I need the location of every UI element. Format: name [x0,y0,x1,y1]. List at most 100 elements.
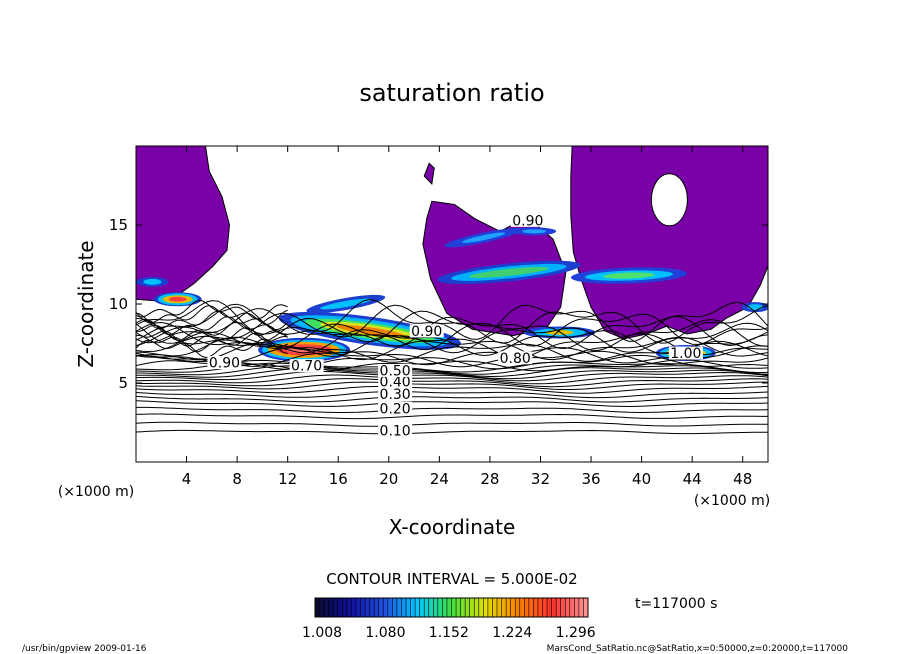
contour-label-bg [378,423,413,437]
contour-line [136,391,768,399]
colorbar-cell [451,598,457,617]
colorbar-cell [369,598,375,617]
contour-label-bg [378,401,413,415]
contour-label: 0.90 [512,213,543,229]
x-unit-label-right: (×1000 m) [694,493,770,509]
colorbar-cell [574,598,580,617]
x-axis-label: X-coordinate [389,515,516,539]
colorbar-cell [528,598,534,617]
contour-line-dense [136,340,768,363]
colorbar-labels: 1.008 1.080 1.152 1.224 1.296 [302,625,596,641]
cloud-streak [522,229,547,234]
time-label: t=117000 s [635,596,717,612]
contour-line [136,385,768,394]
contour-line-turbulent [136,299,288,320]
chart-title: saturation ratio [359,79,544,107]
contour-line [136,429,768,435]
y-axis-label: Z-coordinate [74,240,98,367]
colorbar-cell [578,598,584,617]
cloud-streak [602,272,655,279]
contour-label: 0.90 [209,356,240,372]
colorbar-cell [410,598,416,617]
contour-line [136,365,768,378]
contour-line [136,374,768,385]
colorbar-label: 1.296 [556,625,596,641]
cloud-fragment [423,162,435,185]
colorbar-cell [556,598,562,617]
colorbar-cell [497,598,503,617]
colorbar-cell [537,598,543,617]
colorbar-cell [365,598,371,617]
contour-line [136,368,768,380]
x-tick-label: 16 [329,470,348,488]
contour-line [136,381,768,390]
colorbar-cell [519,598,525,617]
cloud-core-left [168,296,187,302]
colorbar-cell [565,598,571,617]
colorbar-cell [442,598,448,617]
contour-line-turbulent [136,305,288,325]
contour-line [136,400,768,408]
colorbar-cell [419,598,425,617]
cloud-streak [462,232,506,243]
x-tick-label: 40 [632,470,651,488]
contour-label-bg [409,324,444,338]
colorbar-cell [333,598,339,617]
contour-label-bg [378,363,413,377]
contour-label: 0.50 [380,363,411,379]
cloud-streak [320,298,372,310]
colorbar-cell [396,598,402,617]
colorbar-label: 1.224 [492,625,532,641]
cloud-streak [469,266,549,278]
contour-line-turbulent [136,327,288,347]
cloud-region-upper-left [136,146,231,302]
colorbar-cell [483,598,489,617]
colorbar-cell [492,598,498,617]
contour-line-turbulent [136,316,288,336]
colorbar-cell [428,598,434,617]
contour-interval-text: CONTOUR INTERVAL = 5.000E-02 [326,570,577,588]
contour-label: 0.30 [380,387,411,403]
colorbar-cell [342,598,348,617]
x-tick-label: 4 [182,470,192,488]
contour-line [136,371,768,382]
colorbar-cell [401,598,407,617]
contour-line-turbulent [136,332,288,353]
contour-label: 0.20 [380,401,411,417]
x-tick-label: 48 [733,470,752,488]
colorbar-cell [387,598,393,617]
colorbar-frame [314,597,589,618]
contour-label-bg [378,387,413,401]
colorbar-label: 1.152 [429,625,469,641]
colorbar-cell [328,598,334,617]
colorbar-cell [533,598,539,617]
colorbar-cell [406,598,412,617]
colorbar-cell [583,598,589,617]
x-unit-label-left: (×1000 m) [58,484,134,500]
colorbar-cell [487,598,493,617]
contour-label-bg [668,346,703,360]
colorbar-cell [351,598,357,617]
contour-line-dense [136,298,768,342]
x-tick-label: 12 [278,470,297,488]
colorbar-cell [319,598,325,617]
contour-line-dense [136,308,768,347]
colorbar-cell [337,598,343,617]
colorbar-cell [374,598,380,617]
colorbar-cell [433,598,439,617]
x-tick-label: 20 [379,470,398,488]
contour-label: 0.90 [411,324,442,340]
x-tick-label: 24 [430,470,449,488]
colorbar-cell [474,598,480,617]
cloud-fill-layer [136,146,768,362]
colorbar-cell [465,598,471,617]
x-tick-label: 32 [531,470,550,488]
plot-area: 0.10 0.200.300.400.50 0.70 0.90 0.90 0.80 1.00… [136,146,768,439]
contour-label-bg [207,356,242,370]
colorbar-cell [360,598,366,617]
contour-line [136,395,768,403]
colorbar-cell [315,598,321,617]
colorbar-cell [542,598,548,617]
colorbar-cell [324,598,330,617]
colorbar-cell [392,598,398,617]
